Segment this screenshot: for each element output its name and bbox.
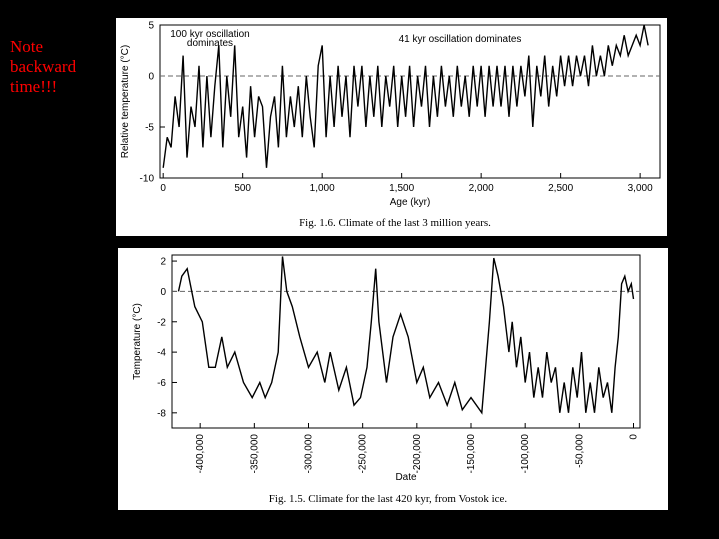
note-text: backward (10, 57, 77, 76)
y-tick-label: 0 (160, 287, 166, 298)
note: Note backward time!!! (10, 37, 77, 96)
y-tick-label: -2 (157, 317, 166, 328)
note-text: time!!! (10, 77, 57, 96)
caption: Fig. 1.6. Climate of the last 3 million … (299, 217, 491, 229)
x-tick-label: 0 (160, 183, 166, 194)
y-tick-label: -10 (140, 174, 155, 185)
plot-frame (171, 254, 641, 429)
note-text: Note (10, 37, 43, 56)
x-tick-label: 3,000 (628, 183, 653, 194)
annotation: 41 kyr oscillation dominates (399, 34, 522, 45)
y-tick-label: -6 (157, 378, 166, 389)
x-tick-label: -100,000 (520, 434, 531, 474)
y-tick-label: 0 (148, 72, 154, 83)
x-tick-label: 2,000 (469, 183, 494, 194)
data-line (162, 24, 649, 168)
y-axis-label: Relative temperature (°C) (120, 45, 131, 158)
panel-1 (116, 18, 667, 236)
x-tick-label: -200,000 (412, 434, 423, 474)
x-axis-label: Date (395, 472, 417, 483)
x-tick-label: 2,500 (548, 183, 573, 194)
x-tick-label: -50,000 (574, 434, 585, 468)
caption: Fig. 1.5. Climate for the last 420 kyr, … (269, 493, 508, 505)
y-tick-label: 5 (148, 21, 154, 32)
data-line (177, 256, 635, 415)
x-tick-label: -250,000 (358, 434, 369, 474)
x-tick-label: -350,000 (249, 434, 260, 474)
x-tick-label: -400,000 (195, 434, 206, 474)
x-tick-label: 1,500 (389, 183, 414, 194)
y-tick-label: -4 (157, 348, 166, 359)
x-axis-label: Age (kyr) (390, 197, 431, 208)
x-tick-label: -150,000 (466, 434, 477, 474)
y-tick-label: 2 (160, 257, 166, 268)
y-tick-label: -8 (157, 408, 166, 419)
y-tick-label: -5 (145, 123, 154, 134)
y-axis-label: Temperature (°C) (132, 303, 143, 380)
x-tick-label: 1,000 (310, 183, 335, 194)
plot-frame (159, 24, 661, 179)
x-tick-label: 500 (234, 183, 251, 194)
x-tick-label: -300,000 (304, 434, 315, 474)
x-tick-label: 0 (629, 434, 640, 440)
annotation: 100 kyr oscillation dominates (170, 29, 249, 49)
